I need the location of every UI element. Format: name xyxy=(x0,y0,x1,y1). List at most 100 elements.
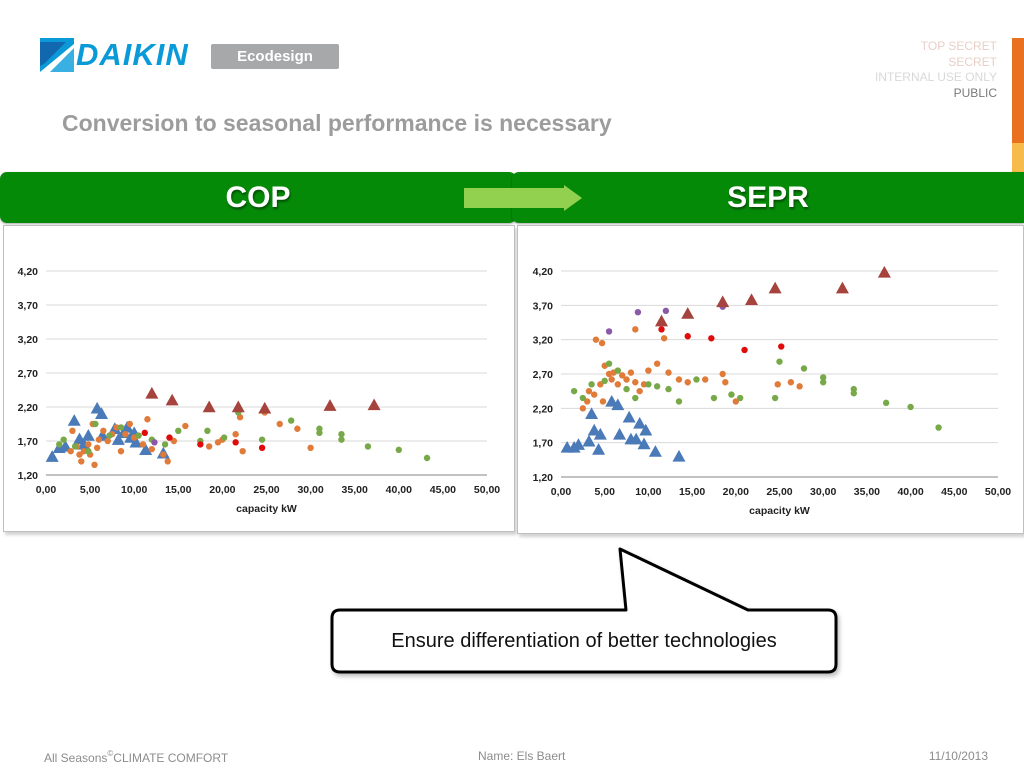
data-point xyxy=(232,439,239,446)
data-point xyxy=(778,343,785,350)
data-point xyxy=(623,385,630,393)
x-tick-label: 50,00 xyxy=(985,486,1011,498)
cop-chart: 1,20 1,70 2,20 2,70 3,20 3,70 4,20 0,00 5,00 10,0… xyxy=(3,225,515,532)
data-point xyxy=(60,436,67,443)
footer-date: 11/10/2013 xyxy=(928,749,988,763)
classification-top-secret: TOP SECRET xyxy=(920,39,997,53)
data-point xyxy=(338,431,345,438)
x-tick-label: 25,00 xyxy=(766,486,792,498)
data-point xyxy=(395,446,402,454)
data-point xyxy=(591,391,598,398)
y-tick-label: 2,70 xyxy=(533,369,554,381)
data-point xyxy=(579,394,587,402)
data-point xyxy=(787,379,795,386)
data-point xyxy=(91,461,98,468)
x-tick-label: 5,00 xyxy=(594,486,615,498)
data-point xyxy=(618,372,626,379)
data-point xyxy=(104,437,111,445)
data-point xyxy=(151,439,158,446)
data-point xyxy=(634,309,642,316)
data-point xyxy=(144,416,151,423)
footer-copyright: © xyxy=(107,749,114,758)
data-point xyxy=(820,374,827,381)
data-point xyxy=(693,376,700,383)
data-point xyxy=(665,369,672,376)
data-point xyxy=(117,424,125,431)
data-point xyxy=(636,387,643,395)
data-point xyxy=(741,346,748,354)
data-point xyxy=(204,427,211,434)
data-point xyxy=(170,437,178,445)
x-tick-label: 50,00 xyxy=(474,484,500,496)
x-tick-label: 0,00 xyxy=(36,484,57,496)
data-point xyxy=(71,443,79,450)
data-point xyxy=(579,405,587,412)
data-point xyxy=(258,436,266,443)
y-tick-label: 1,70 xyxy=(533,438,554,450)
data-point xyxy=(732,398,739,405)
x-tick-label: 30,00 xyxy=(297,484,323,496)
data-point-triangle xyxy=(111,433,125,445)
classification-internal: INTERNAL USE ONLY xyxy=(874,70,997,84)
data-point xyxy=(684,379,691,386)
data-point-triangle xyxy=(633,416,647,429)
data-point xyxy=(294,425,301,432)
data-point xyxy=(882,399,890,407)
data-point xyxy=(78,458,85,465)
y-tick-label: 3,20 xyxy=(533,335,554,347)
data-point-triangle xyxy=(323,399,337,411)
data-point xyxy=(148,445,156,453)
footer-left: All Seasons©CLIMATE COMFORT xyxy=(44,749,228,765)
x-tick-label: 40,00 xyxy=(386,484,412,496)
data-point xyxy=(608,376,615,383)
data-point-triangle xyxy=(745,293,759,306)
data-point xyxy=(614,367,622,374)
data-point xyxy=(627,369,635,376)
data-point xyxy=(80,448,88,455)
side-accent-bars xyxy=(1012,38,1024,173)
data-point xyxy=(632,379,639,386)
data-point xyxy=(258,444,266,451)
data-point xyxy=(632,326,639,333)
data-point-triangle xyxy=(129,435,143,448)
data-point xyxy=(907,403,914,411)
y-tick-label: 3,70 xyxy=(533,300,554,312)
data-point-triangle xyxy=(681,307,695,319)
ecodesign-badge: Ecodesign xyxy=(211,44,339,69)
data-point-triangle xyxy=(95,407,109,419)
data-point xyxy=(113,424,120,431)
data-point xyxy=(160,451,167,458)
x-tick-label: 20,00 xyxy=(723,486,749,498)
data-point xyxy=(126,420,133,428)
data-point-triangle xyxy=(835,281,849,294)
data-point xyxy=(141,429,148,437)
x-tick-label: 15,00 xyxy=(679,486,705,498)
daikin-logo: DAIKIN xyxy=(40,38,189,72)
y-tick-label: 3,70 xyxy=(18,300,39,312)
data-point xyxy=(614,381,622,388)
data-point-triangle xyxy=(587,423,601,436)
data-point xyxy=(117,448,125,455)
data-point xyxy=(684,333,691,340)
data-point xyxy=(67,448,74,455)
data-point xyxy=(92,420,99,428)
y-tick-label: 1,20 xyxy=(18,470,39,482)
data-point xyxy=(774,381,781,388)
data-point xyxy=(93,444,101,451)
data-point xyxy=(776,358,783,365)
data-point xyxy=(708,335,715,342)
data-point-triangle xyxy=(367,398,381,411)
data-point xyxy=(100,427,107,434)
data-point-triangle xyxy=(231,400,245,413)
data-point-triangle xyxy=(585,407,599,420)
footer-left-suffix: CLIMATE COMFORT xyxy=(113,751,229,765)
data-point xyxy=(205,443,213,450)
data-point xyxy=(710,394,718,402)
data-point xyxy=(820,379,827,386)
data-point xyxy=(771,394,779,402)
data-point xyxy=(662,307,670,315)
data-point xyxy=(850,390,857,397)
classification-secret: SECRET xyxy=(948,54,997,69)
sepr-banner: SEPR xyxy=(512,172,1024,223)
data-point-triangle xyxy=(58,439,72,452)
